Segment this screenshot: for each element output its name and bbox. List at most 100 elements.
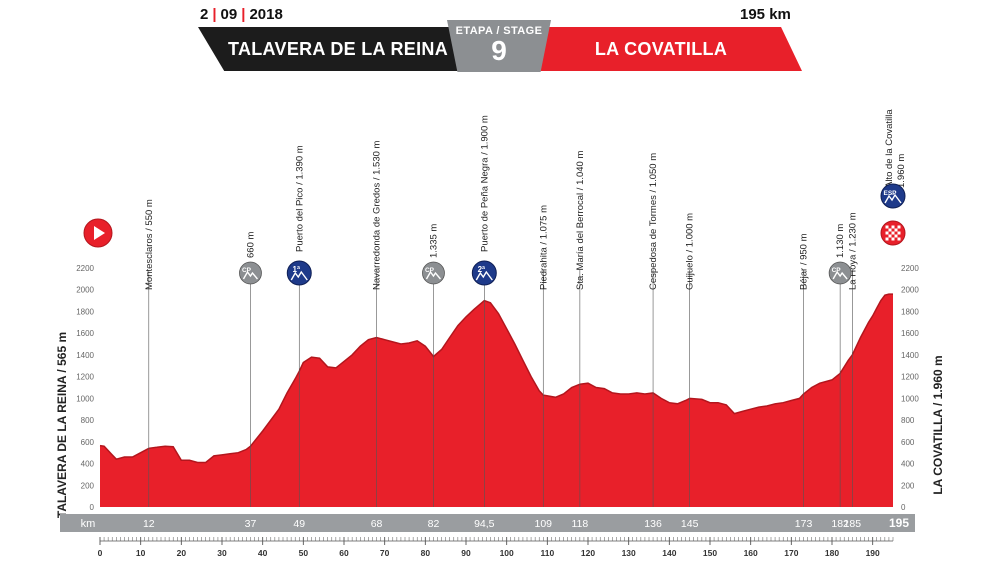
x-tick-label: 150 — [703, 548, 717, 558]
y-tick-label-left: 1200 — [76, 373, 94, 382]
date-separator: | — [241, 6, 246, 23]
category-badge — [471, 260, 497, 286]
mountain-icon — [290, 270, 308, 281]
checker-square — [885, 237, 889, 241]
x-tick-label: 80 — [421, 548, 431, 558]
waypoint-label: Puerto del Pico / 1.390 m — [294, 145, 305, 252]
km-bar-label: km — [81, 518, 96, 530]
checker-square — [891, 231, 895, 235]
checker-square — [885, 225, 889, 229]
checker-square — [888, 228, 892, 232]
mountain-icon — [242, 270, 259, 280]
start-banner: TALAVERA DE LA REINA — [198, 27, 460, 71]
y-tick-label-left: 1600 — [76, 329, 94, 338]
x-tick-label: 100 — [500, 548, 514, 558]
y-tick-label-right: 2000 — [901, 286, 919, 295]
y-tick-label-left: 1000 — [76, 394, 94, 403]
y-tick-label-right: 400 — [901, 460, 915, 469]
x-tick-label: 30 — [217, 548, 227, 558]
y-tick-label-right: 1400 — [901, 351, 919, 360]
waypoint-label: Montesclaros / 550 m — [144, 199, 155, 290]
elevation-ridge-line — [99, 293, 893, 464]
x-tick-label: 0 — [98, 548, 103, 558]
checker-square — [888, 234, 892, 238]
y-tick-label-right: 800 — [901, 416, 915, 425]
cp-badge — [422, 261, 445, 285]
waypoint-label: 1.960 m — [896, 154, 907, 188]
y-tick-label-right: 1600 — [901, 329, 919, 338]
y-tick-label-left: 0 — [90, 503, 95, 512]
x-tick-label: 120 — [581, 548, 595, 558]
date-year: 2018 — [249, 6, 283, 23]
stage-label: ETAPA / STAGE — [455, 25, 543, 37]
km-bar-value: 185 — [844, 518, 862, 530]
waypoint-label: Sta. María del Berrocal / 1.040 m — [575, 151, 586, 290]
x-tick-label: 110 — [540, 548, 554, 558]
mountain-icon — [475, 270, 493, 281]
finish-name: LA COVATILLA — [594, 38, 728, 59]
checker-square — [891, 237, 895, 241]
waypoint-label: Guijuelo / 1.000 m — [685, 213, 696, 290]
x-tick-label: 40 — [258, 548, 268, 558]
x-tick-label: 20 — [177, 548, 187, 558]
mountain-icon — [425, 270, 442, 280]
waypoint-label: 660 m — [246, 232, 257, 258]
y-tick-label-left: 200 — [81, 481, 95, 490]
finish-side-label: LA COVATILLA / 1.960 m — [931, 355, 945, 494]
km-bar-value: 49 — [293, 518, 305, 530]
km-bar-value: 94,5 — [474, 518, 495, 530]
start-side-label: TALAVERA DE LA REINA / 565 m — [55, 332, 69, 518]
km-bar-value: 145 — [681, 518, 699, 530]
y-tick-label-left: 800 — [81, 416, 95, 425]
y-tick-label-left: 2200 — [76, 264, 94, 273]
cp-badge-text: CP — [242, 267, 252, 274]
cp-badge — [239, 261, 262, 285]
y-tick-label-right: 0 — [901, 503, 906, 512]
waypoint-label: Cespedosa de Tormes / 1.050 m — [648, 153, 659, 290]
km-bar-value: 12 — [143, 518, 155, 530]
y-tick-label-left: 1800 — [76, 307, 94, 316]
y-tick-label-right: 2200 — [901, 264, 919, 273]
km-bar-value: 173 — [795, 518, 813, 530]
y-tick-label-left: 400 — [81, 460, 95, 469]
x-tick-label: 160 — [744, 548, 758, 558]
cp-badge-text: CP — [425, 267, 435, 274]
x-tick-label: 190 — [866, 548, 880, 558]
category-badge — [880, 183, 906, 209]
checker-square — [885, 231, 889, 235]
waypoint-label: 1.130 m — [835, 224, 846, 258]
waypoint-label: Piedrahita / 1.075 m — [538, 205, 549, 290]
stage-date: 2 | 09 | 2018 — [200, 6, 283, 23]
waypoint-label: Puerto de Peña Negra / 1.900 m — [479, 115, 490, 252]
x-tick-label: 60 — [339, 548, 349, 558]
km-bar-value: 109 — [535, 518, 553, 530]
finish-banner: LA COVATILLA — [540, 27, 802, 71]
km-bar-value: 118 — [571, 518, 588, 530]
km-bar-value: 68 — [371, 518, 383, 530]
waypoint-label: La Hoya / 1.230 m — [847, 212, 858, 290]
x-tick-label: 10 — [136, 548, 146, 558]
km-bar-value: 37 — [245, 518, 257, 530]
mountain-icon — [832, 270, 848, 280]
waypoint-label: Béjar / 950 m — [799, 233, 810, 290]
category-badge — [286, 260, 312, 286]
start-name: TALAVERA DE LA REINA — [228, 38, 448, 59]
y-tick-label-left: 1400 — [76, 351, 94, 360]
x-tick-label: 130 — [622, 548, 636, 558]
date-separator: | — [212, 6, 217, 23]
stage-distance: 195 km — [740, 6, 791, 23]
x-tick-label: 70 — [380, 548, 390, 558]
y-tick-label-left: 600 — [81, 438, 95, 447]
km-bar-value: 82 — [428, 518, 440, 530]
km-bar-value: 136 — [644, 518, 662, 530]
mountain-icon — [884, 193, 902, 204]
stage-badge: ETAPA / STAGE 9 — [447, 20, 551, 72]
cp-badge — [828, 261, 852, 285]
elevation-area — [100, 294, 893, 507]
km-bar-value: 195 — [889, 516, 909, 530]
x-tick-label: 50 — [299, 548, 309, 558]
checker-square — [894, 234, 898, 238]
waypoint-label: Alto de la Covatilla — [884, 109, 895, 188]
waypoint-label: 1.335 m — [429, 224, 440, 258]
